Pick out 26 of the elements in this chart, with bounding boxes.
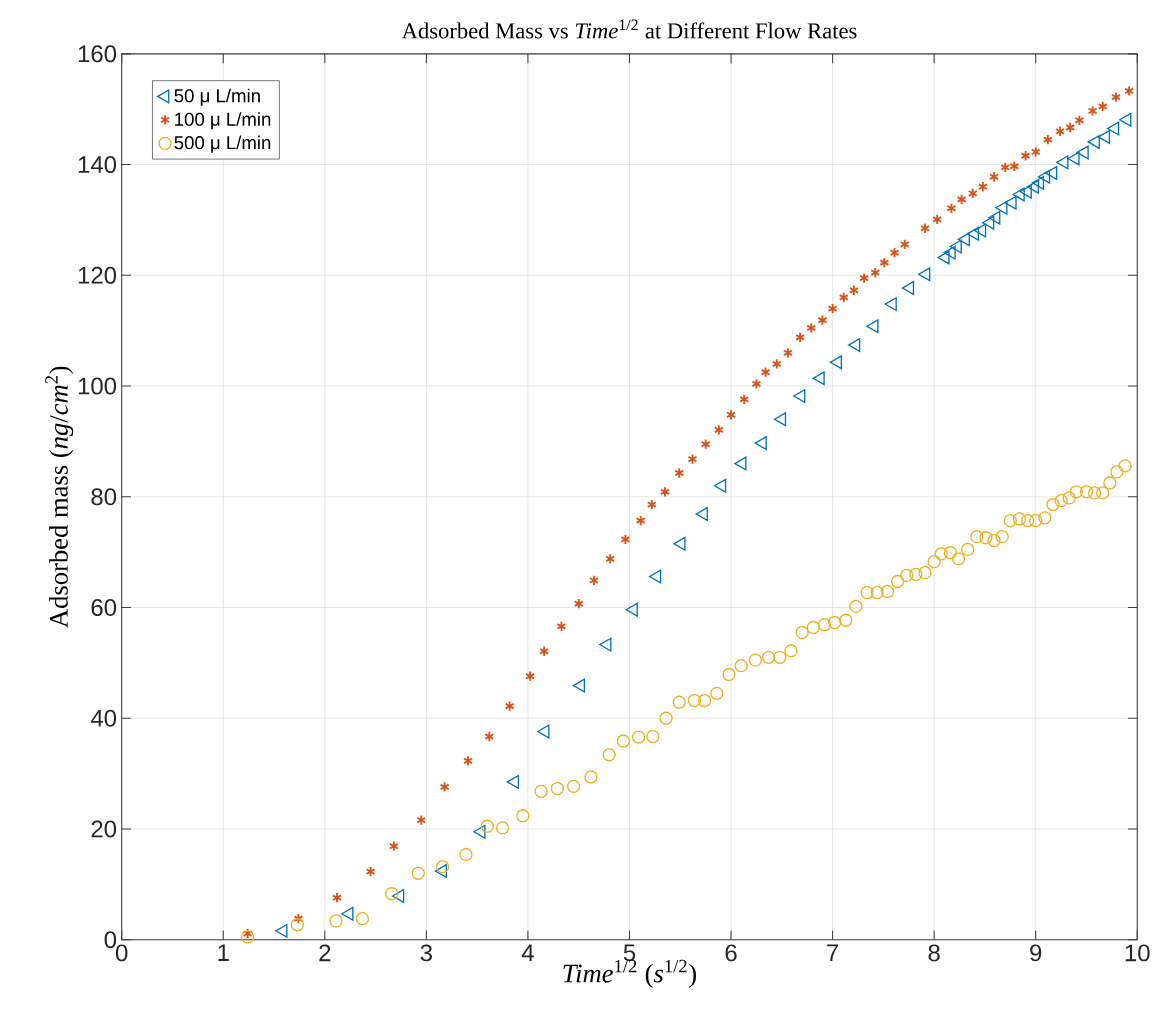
x-tick-label: 9 [1030,944,1042,962]
legend-label: 500 μ L/min [174,135,271,153]
x-tick-label: 10 [1125,944,1150,962]
legend-label: 100 μ L/min [175,112,271,130]
x-tick-label: 8 [928,944,940,962]
y-tick-label: 80 [91,488,117,506]
x-tick-label: 1 [218,944,229,962]
y-axis-title: Adsorbed mass (ng/cm$^{2}$) [45,366,74,629]
y-tick-label: 60 [91,599,117,617]
y-tick-label: 140 [78,156,117,174]
x-tick-label: 2 [319,944,331,962]
y-tick-label: 0 [104,931,117,949]
x-tick-label: 3 [420,944,432,962]
x-axis-title: Time$^{1/2}$ (s$^{1/2}$) [563,960,697,989]
legend-label: 50 μ L/min [174,88,260,106]
x-tick-label: 4 [521,944,534,962]
x-tick-label: 7 [827,944,839,962]
y-tick-label: 160 [78,45,117,63]
y-tick-label: 120 [78,267,117,285]
y-tick-label: 20 [91,820,117,838]
chart-title: Adsorbed Mass vs Time$^{1/2}$ at Different Flow Rates [401,19,857,39]
y-tick-label: 40 [90,710,117,727]
x-tick-label: 0 [115,944,128,962]
y-tick-label: 100 [78,377,117,395]
x-tick-label: 5 [623,944,636,962]
x-tick-label: 6 [725,944,737,962]
